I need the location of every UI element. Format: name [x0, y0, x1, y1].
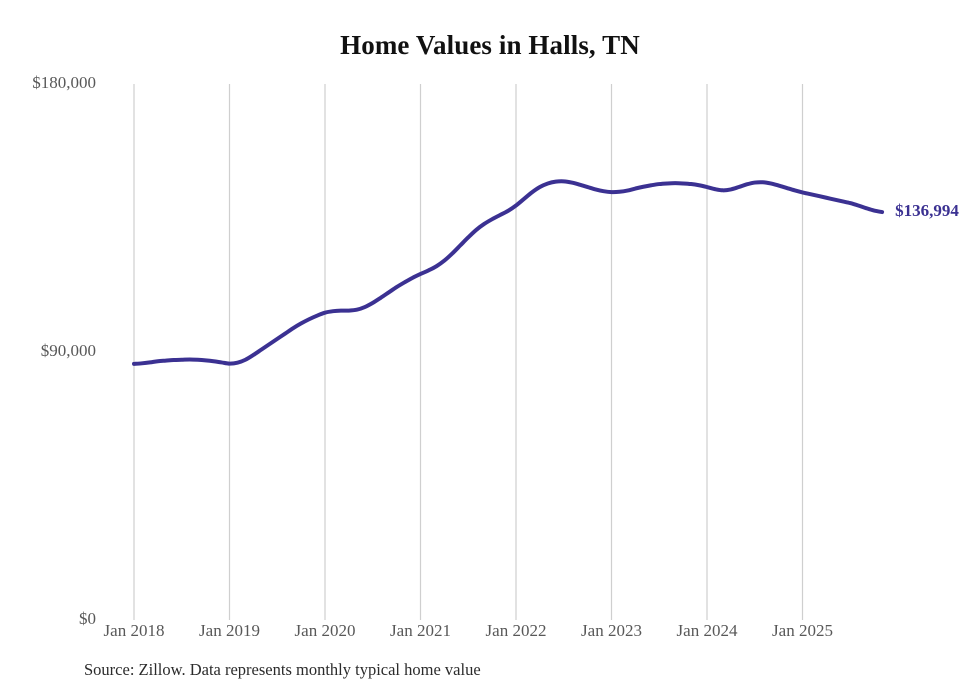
- x-axis-tick-label-jan-2020: Jan 2020: [294, 621, 356, 640]
- end-value-label: $136,994: [895, 201, 959, 221]
- gridlines-group: [133, 84, 804, 620]
- source-note: Source: Zillow. Data represents monthly …: [84, 660, 481, 679]
- x-axis-tick-label-jan-2018: Jan 2018: [103, 621, 165, 640]
- x-axis-tick-label-jan-2019: Jan 2019: [199, 621, 260, 640]
- x-axis-tick-label-jan-2024: Jan 2024: [676, 621, 738, 640]
- home-value-line: [132, 179, 885, 366]
- x-axis-tick-label-jan-2021: Jan 2021: [390, 621, 451, 640]
- y-axis-tick-label-bottom: $0: [79, 609, 96, 628]
- x-axis-tick-label-jan-2025: Jan 2025: [772, 621, 833, 640]
- y-axis-tick-label-mid: $90,000: [40, 341, 96, 360]
- x-axis-tick-label-jan-2022: Jan 2022: [485, 621, 547, 640]
- x-axis-tick-label-jan-2023: Jan 2023: [581, 621, 642, 640]
- y-axis-tick-label-top: $180,000: [32, 73, 96, 92]
- page-title: Home Values in Halls, TN: [340, 30, 640, 60]
